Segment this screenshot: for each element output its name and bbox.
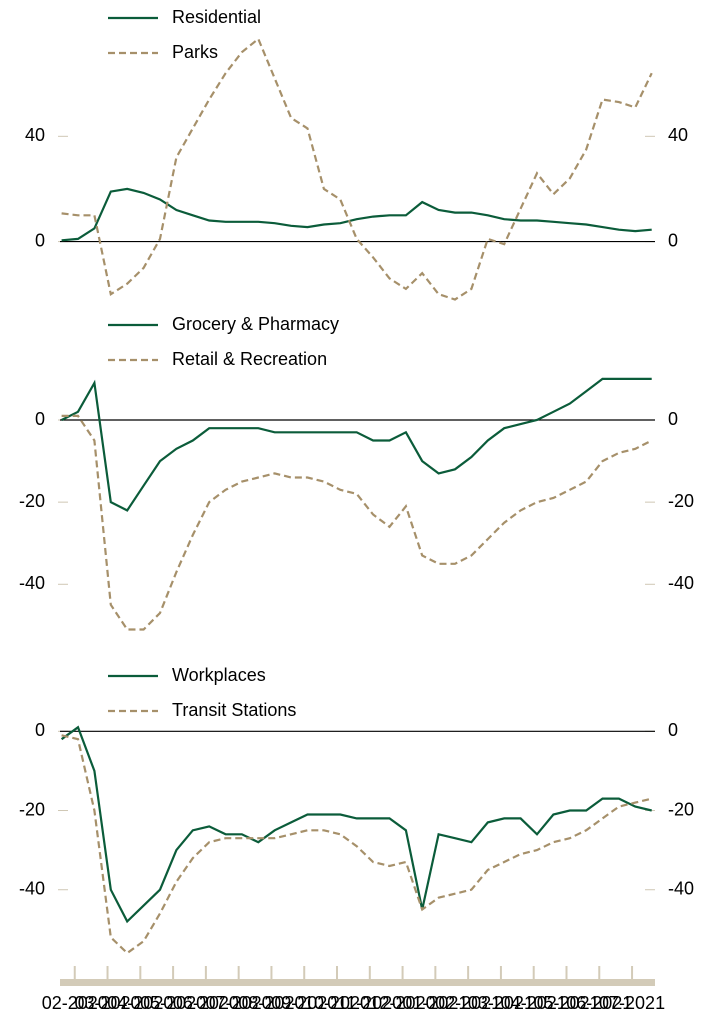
series-line bbox=[61, 377, 652, 512]
x-tick-label: 05-2020 bbox=[140, 993, 206, 1013]
x-tick-label: 06-2020 bbox=[173, 993, 239, 1013]
x-tick-label: 02-2021 bbox=[435, 993, 501, 1013]
y-tick-label: 0 bbox=[35, 720, 45, 740]
legend-label: Residential bbox=[172, 7, 261, 27]
series-line bbox=[61, 187, 652, 242]
x-tick-label: 11-2020 bbox=[337, 993, 402, 1013]
x-axis-bar bbox=[60, 979, 655, 986]
x-tick-label: 10-2020 bbox=[304, 993, 370, 1013]
x-tick-label: 06-2021 bbox=[566, 993, 632, 1013]
y2-tick-label: -40 bbox=[668, 573, 694, 593]
x-tick-label: 12-2020 bbox=[370, 993, 436, 1013]
series-line bbox=[61, 734, 652, 955]
y-tick-label: -40 bbox=[19, 573, 45, 593]
series-line bbox=[60, 725, 652, 924]
y2-tick-label: 40 bbox=[668, 125, 688, 145]
x-tick-label: 02-2020 bbox=[42, 993, 108, 1013]
y2-tick-label: -20 bbox=[668, 491, 694, 511]
y2-tick-label: 0 bbox=[668, 720, 678, 740]
x-tick-label: 03-2021 bbox=[468, 993, 534, 1013]
legend-label: Grocery & Pharmacy bbox=[172, 314, 339, 334]
y-tick-label: -20 bbox=[19, 491, 45, 511]
y-tick-label: 40 bbox=[25, 125, 45, 145]
x-tick-label: 04-2020 bbox=[107, 993, 173, 1013]
y-tick-label: -40 bbox=[19, 878, 45, 898]
x-tick-label: 04-2021 bbox=[501, 993, 567, 1013]
y-tick-label: -20 bbox=[19, 799, 45, 819]
legend-label: Workplaces bbox=[172, 665, 266, 685]
series-line bbox=[61, 37, 653, 301]
y-tick-label: 0 bbox=[35, 230, 45, 250]
y2-tick-label: -40 bbox=[668, 878, 694, 898]
x-tick-label: 08-2020 bbox=[238, 993, 304, 1013]
y2-tick-label: -20 bbox=[668, 799, 694, 819]
x-tick-label: 01-2021 bbox=[402, 993, 468, 1013]
x-tick-label: 03-2020 bbox=[75, 993, 141, 1013]
x-tick-label: 09-2020 bbox=[271, 993, 337, 1013]
legend-label: Parks bbox=[172, 42, 218, 62]
legend-label: Retail & Recreation bbox=[172, 349, 327, 369]
x-tick-label: 07-2021 bbox=[599, 993, 665, 1013]
series-line bbox=[61, 414, 653, 631]
y2-tick-label: 0 bbox=[668, 409, 678, 429]
y2-tick-label: 0 bbox=[668, 230, 678, 250]
legend-label: Transit Stations bbox=[172, 700, 296, 720]
x-tick-label: 07-2020 bbox=[206, 993, 272, 1013]
y-tick-label: 0 bbox=[35, 409, 45, 429]
x-tick-label: 05-2021 bbox=[533, 993, 599, 1013]
